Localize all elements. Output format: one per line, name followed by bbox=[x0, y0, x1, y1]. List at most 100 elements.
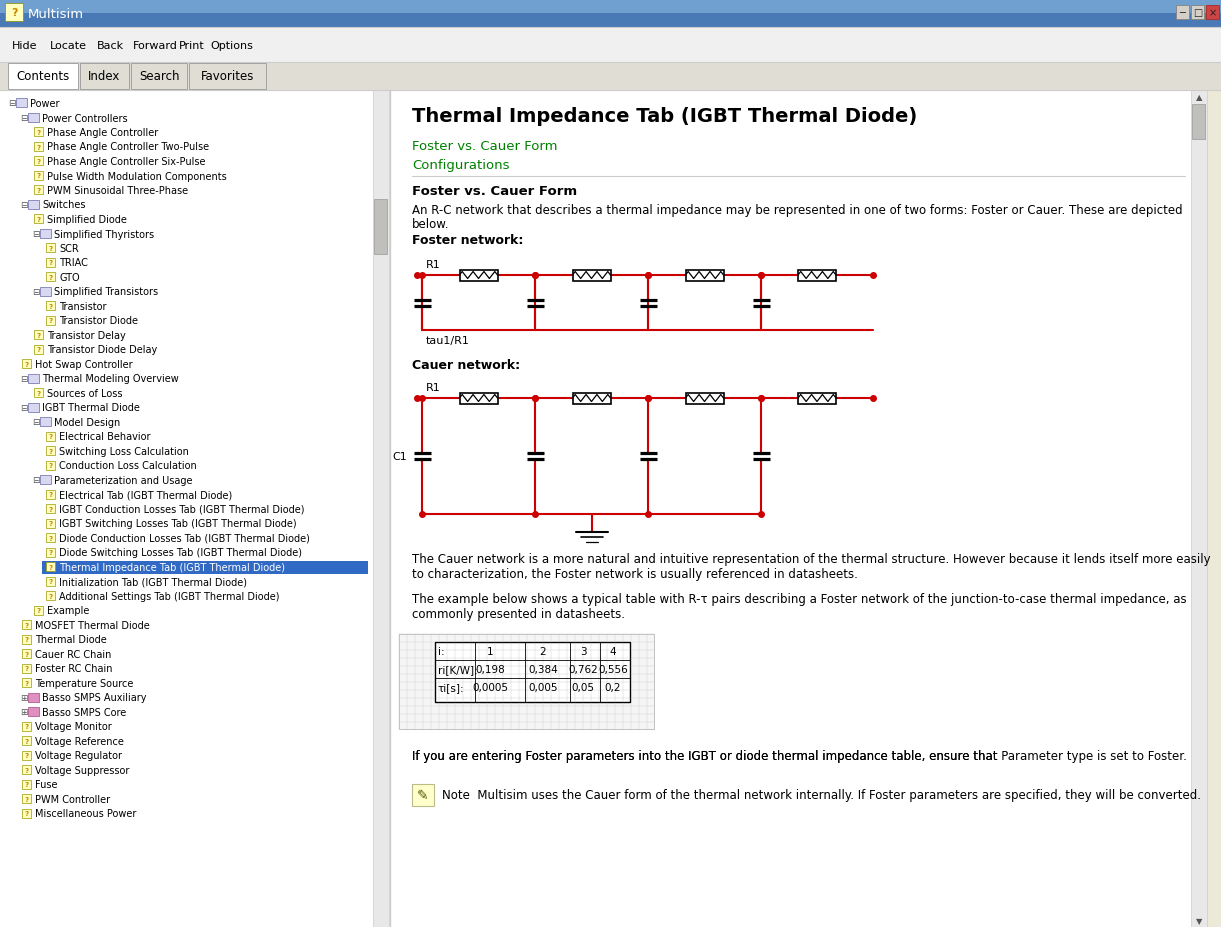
Text: 0,005: 0,005 bbox=[529, 682, 558, 692]
Bar bbox=[46, 316, 55, 325]
Text: Transistor Diode: Transistor Diode bbox=[59, 316, 138, 326]
Text: Basso SMPS Auxiliary: Basso SMPS Auxiliary bbox=[42, 692, 147, 703]
Bar bbox=[46, 273, 55, 282]
Text: Power Controllers: Power Controllers bbox=[42, 113, 128, 123]
Bar bbox=[799, 393, 836, 404]
Text: ?: ? bbox=[24, 680, 28, 686]
Bar bbox=[46, 301, 55, 311]
Text: ▲: ▲ bbox=[1195, 94, 1203, 102]
Text: Forward: Forward bbox=[133, 41, 177, 51]
Text: Example: Example bbox=[46, 606, 89, 616]
Bar bbox=[40, 476, 51, 485]
Bar bbox=[22, 620, 31, 629]
Bar bbox=[573, 393, 610, 404]
Text: ?: ? bbox=[49, 318, 53, 324]
Text: Simplified Transistors: Simplified Transistors bbox=[54, 287, 159, 298]
Bar bbox=[28, 403, 39, 413]
Text: ?: ? bbox=[49, 550, 53, 556]
Text: Phase Angle Controller: Phase Angle Controller bbox=[46, 128, 159, 138]
Bar bbox=[0, 13, 1221, 14]
Bar bbox=[46, 591, 55, 601]
Text: Fuse: Fuse bbox=[35, 780, 57, 790]
Bar bbox=[372, 91, 389, 927]
Text: PWM Sinusoidal Three-Phase: PWM Sinusoidal Three-Phase bbox=[46, 185, 188, 196]
Bar bbox=[573, 270, 610, 281]
Bar bbox=[46, 259, 55, 267]
Bar bbox=[34, 215, 43, 223]
Bar bbox=[28, 375, 39, 383]
Text: ⊟: ⊟ bbox=[20, 114, 28, 123]
Text: Options: Options bbox=[210, 41, 254, 51]
Bar bbox=[685, 270, 724, 281]
Text: τi[s]:: τi[s]: bbox=[438, 682, 465, 692]
Text: 0,0005: 0,0005 bbox=[473, 682, 508, 692]
Text: Cauer RC Chain: Cauer RC Chain bbox=[35, 649, 111, 659]
Bar bbox=[34, 185, 43, 195]
Text: Hot Swap Controller: Hot Swap Controller bbox=[35, 360, 133, 370]
Bar bbox=[435, 642, 630, 703]
Text: 0,556: 0,556 bbox=[598, 665, 628, 674]
Bar bbox=[28, 200, 39, 210]
Bar bbox=[0, 0, 1221, 28]
Bar bbox=[28, 707, 39, 717]
Bar bbox=[22, 780, 31, 789]
Text: 0,762: 0,762 bbox=[568, 665, 598, 674]
Text: Power: Power bbox=[31, 99, 60, 108]
Text: Transistor: Transistor bbox=[59, 301, 106, 311]
Text: Thermal Impedance Tab (IGBT Thermal Diode): Thermal Impedance Tab (IGBT Thermal Diod… bbox=[411, 107, 917, 126]
Text: ⊟: ⊟ bbox=[32, 476, 39, 485]
Bar bbox=[40, 417, 51, 426]
Bar bbox=[131, 64, 187, 90]
Text: ?: ? bbox=[49, 521, 53, 527]
Bar bbox=[46, 447, 55, 455]
Text: Initialization Tab (IGBT Thermal Diode): Initialization Tab (IGBT Thermal Diode) bbox=[59, 577, 247, 587]
Bar bbox=[34, 157, 43, 166]
Text: IGBT Switching Losses Tab (IGBT Thermal Diode): IGBT Switching Losses Tab (IGBT Thermal … bbox=[59, 519, 297, 529]
Bar bbox=[0, 9, 1221, 10]
Text: 0,384: 0,384 bbox=[529, 665, 558, 674]
Text: Hide: Hide bbox=[12, 41, 38, 51]
Text: Cauer network:: Cauer network: bbox=[411, 359, 520, 372]
Text: Electrical Tab (IGBT Thermal Diode): Electrical Tab (IGBT Thermal Diode) bbox=[59, 490, 232, 500]
Text: ─: ─ bbox=[1179, 8, 1186, 18]
Text: ?: ? bbox=[37, 173, 40, 179]
Bar bbox=[46, 577, 55, 586]
Bar bbox=[34, 331, 43, 339]
Text: Search: Search bbox=[139, 70, 179, 83]
Text: Sources of Loss: Sources of Loss bbox=[46, 388, 122, 399]
Text: Favorites: Favorites bbox=[200, 70, 254, 83]
Text: ?: ? bbox=[37, 608, 40, 614]
Text: ✎: ✎ bbox=[418, 788, 429, 802]
Text: Transistor Delay: Transistor Delay bbox=[46, 331, 126, 340]
Bar bbox=[46, 533, 55, 542]
Text: ?: ? bbox=[37, 130, 40, 136]
Text: ?: ? bbox=[24, 796, 28, 802]
Text: Miscellaneous Power: Miscellaneous Power bbox=[35, 808, 137, 819]
Text: ?: ? bbox=[24, 768, 28, 773]
Bar bbox=[799, 270, 836, 281]
Text: ?: ? bbox=[24, 738, 28, 744]
Bar bbox=[1190, 6, 1204, 20]
Bar bbox=[34, 606, 43, 615]
Text: ?: ? bbox=[24, 753, 28, 758]
Text: ⊞: ⊞ bbox=[20, 707, 28, 717]
Text: ⊟: ⊟ bbox=[32, 287, 39, 297]
Bar bbox=[16, 99, 27, 108]
Text: Model Design: Model Design bbox=[54, 417, 120, 427]
Bar bbox=[459, 270, 497, 281]
Bar bbox=[1176, 6, 1189, 20]
Text: ?: ? bbox=[49, 506, 53, 513]
Text: IGBT Thermal Diode: IGBT Thermal Diode bbox=[42, 403, 140, 413]
Text: ?: ? bbox=[37, 333, 40, 338]
Bar bbox=[40, 229, 51, 238]
Text: Contents: Contents bbox=[16, 70, 70, 83]
Text: ?: ? bbox=[24, 362, 28, 368]
Text: ⊟: ⊟ bbox=[32, 230, 39, 239]
Bar bbox=[22, 649, 31, 658]
Bar bbox=[34, 171, 43, 181]
Text: Temperature Source: Temperature Source bbox=[35, 679, 133, 688]
Bar bbox=[22, 679, 31, 687]
Bar bbox=[22, 722, 31, 730]
Text: C1: C1 bbox=[392, 451, 407, 462]
Text: tau1/R1: tau1/R1 bbox=[426, 336, 470, 346]
